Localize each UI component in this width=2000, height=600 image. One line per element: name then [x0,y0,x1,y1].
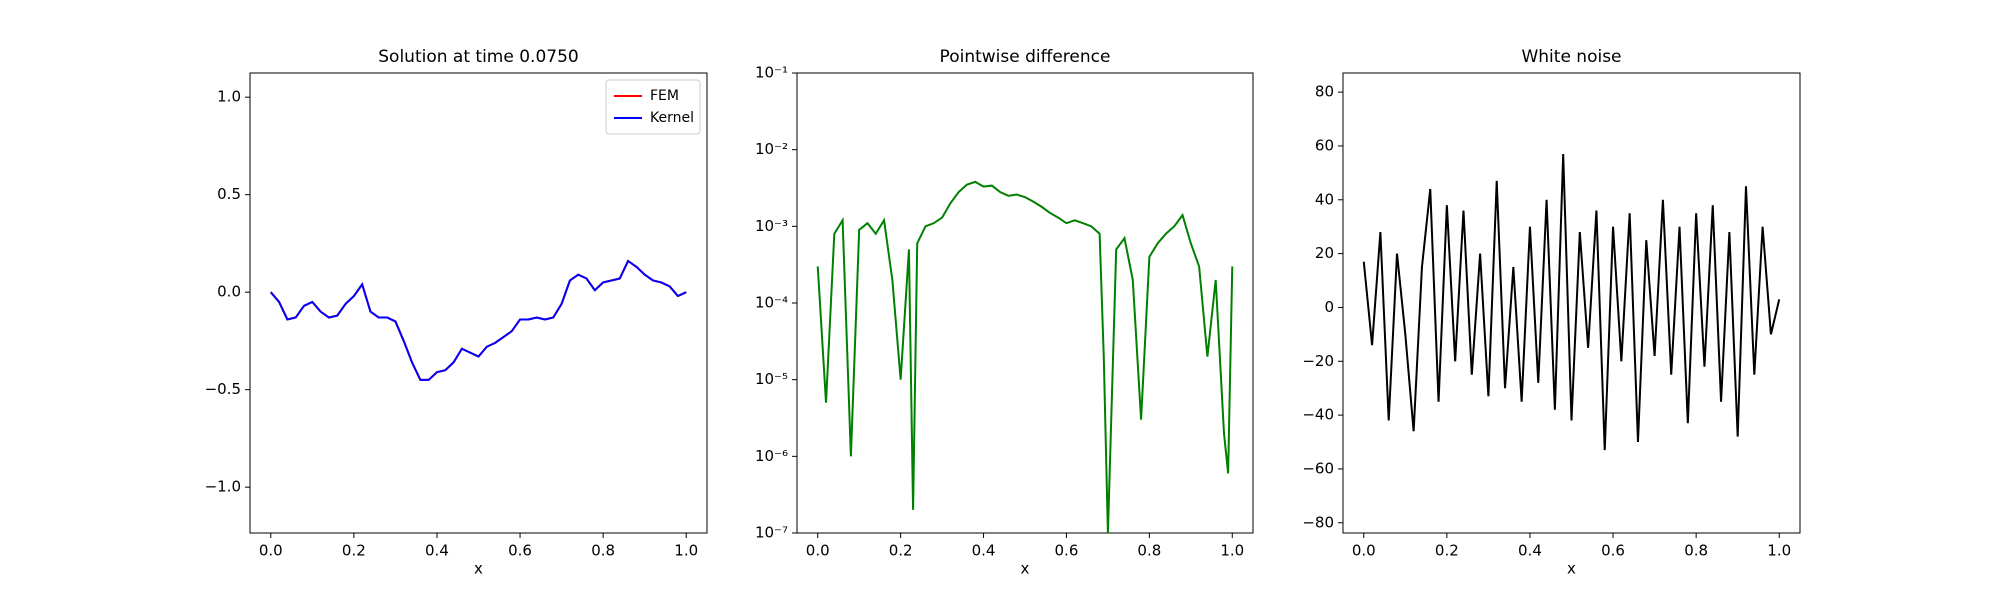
plot-area [249,72,708,534]
y-tick-label: −1.0 [205,478,241,496]
y-tick-label: −80 [1302,513,1334,531]
y-tick-label: 10⁻⁶ [755,447,788,465]
series-line [1362,153,1781,451]
plot-area [796,72,1254,534]
y-tick-label: 10⁻² [755,140,788,158]
series-line [816,180,1234,534]
x-axis-label: x [474,560,483,578]
y-tick-label: 10⁻⁴ [755,294,788,312]
y-tick-label: 60 [1315,136,1334,154]
y-tick-label: 10⁻⁷ [755,524,788,542]
x-tick-label: 0.4 [1518,542,1542,560]
legend-box [605,79,701,135]
y-tick-label: 20 [1315,244,1334,262]
x-tick-label: 1.0 [1220,542,1244,560]
x-axis-label: x [1567,560,1576,578]
y-tick-label: 0 [1324,298,1334,316]
x-tick-label: 0.6 [1055,542,1079,560]
x-tick-label: 0.8 [1137,542,1161,560]
x-tick-label: 1.0 [674,542,698,560]
x-tick-label: 0.0 [1352,542,1376,560]
x-tick-label: 0.8 [1684,542,1708,560]
x-axis-label: x [1021,560,1030,578]
x-tick-label: 0.8 [591,542,615,560]
x-tick-label: 0.2 [342,542,366,560]
y-tick-label: 10⁻⁵ [755,370,788,388]
legend-label: Kernel [650,110,694,126]
y-tick-label: 0.5 [217,185,241,203]
x-tick-label: 1.0 [1767,542,1791,560]
x-tick-label: 0.0 [259,542,283,560]
x-tick-label: 0.4 [425,542,449,560]
chart-title: Pointwise difference [940,47,1111,67]
y-tick-label: 10⁻¹ [755,64,788,82]
y-tick-label: 40 [1315,190,1334,208]
x-tick-label: 0.2 [1435,542,1459,560]
series-line [270,259,687,381]
x-tick-label: 0.6 [1601,542,1625,560]
x-tick-label: 0.6 [508,542,532,560]
y-tick-label: 80 [1315,83,1334,101]
y-tick-label: 0.0 [217,283,241,301]
chart-title: Solution at time 0.0750 [378,47,578,67]
y-tick-label: −0.5 [205,380,241,398]
y-tick-label: 10⁻³ [755,217,788,235]
x-tick-label: 0.4 [972,542,996,560]
y-tick-label: 1.0 [217,88,241,106]
y-tick-label: −60 [1302,459,1334,477]
chart-title: White noise [1521,47,1621,67]
y-tick-label: −40 [1302,406,1334,424]
y-tick-label: −20 [1302,352,1334,370]
legend-label: FEM [650,88,679,104]
x-tick-label: 0.0 [806,542,830,560]
x-tick-label: 0.2 [889,542,913,560]
